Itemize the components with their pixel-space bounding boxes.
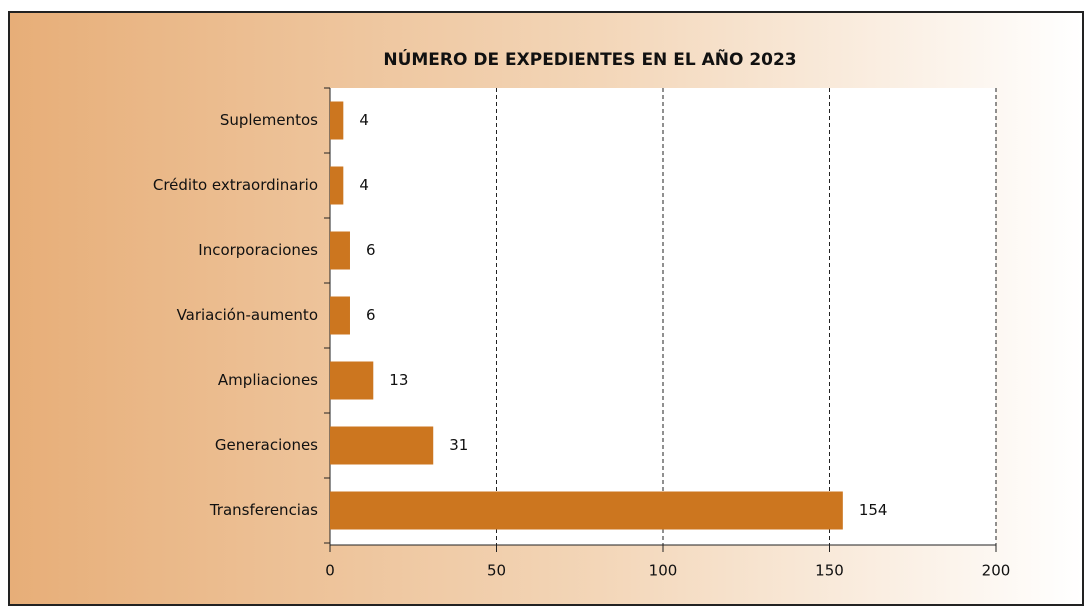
y-tick-label: Variación-aumento	[177, 306, 318, 324]
x-tick-label: 100	[649, 562, 678, 580]
bar	[330, 166, 344, 205]
y-tick-label: Transferencias	[209, 501, 318, 519]
bar	[330, 361, 374, 400]
y-tick-label: Crédito extraordinario	[153, 176, 318, 194]
bar	[330, 231, 350, 270]
bar	[330, 101, 344, 140]
data-label: 4	[359, 111, 369, 129]
data-label: 13	[389, 371, 408, 389]
y-tick-label: Incorporaciones	[198, 241, 318, 259]
bar	[330, 491, 843, 530]
data-label: 6	[366, 306, 376, 324]
y-tick-label: Generaciones	[215, 436, 318, 454]
x-tick-label: 150	[815, 562, 844, 580]
x-tick-label: 200	[982, 562, 1011, 580]
x-tick-label: 0	[325, 562, 335, 580]
chart-title: NÚMERO DE EXPEDIENTES EN EL AÑO 2023	[383, 47, 796, 70]
bar	[330, 426, 434, 465]
y-tick-label: Suplementos	[220, 111, 318, 129]
y-tick-label: Ampliaciones	[218, 371, 318, 389]
data-label: 6	[366, 241, 376, 259]
x-tick-label: 50	[487, 562, 506, 580]
data-label: 31	[449, 436, 468, 454]
bar	[330, 296, 350, 335]
data-label: 4	[359, 176, 369, 194]
data-label: 154	[859, 501, 888, 519]
